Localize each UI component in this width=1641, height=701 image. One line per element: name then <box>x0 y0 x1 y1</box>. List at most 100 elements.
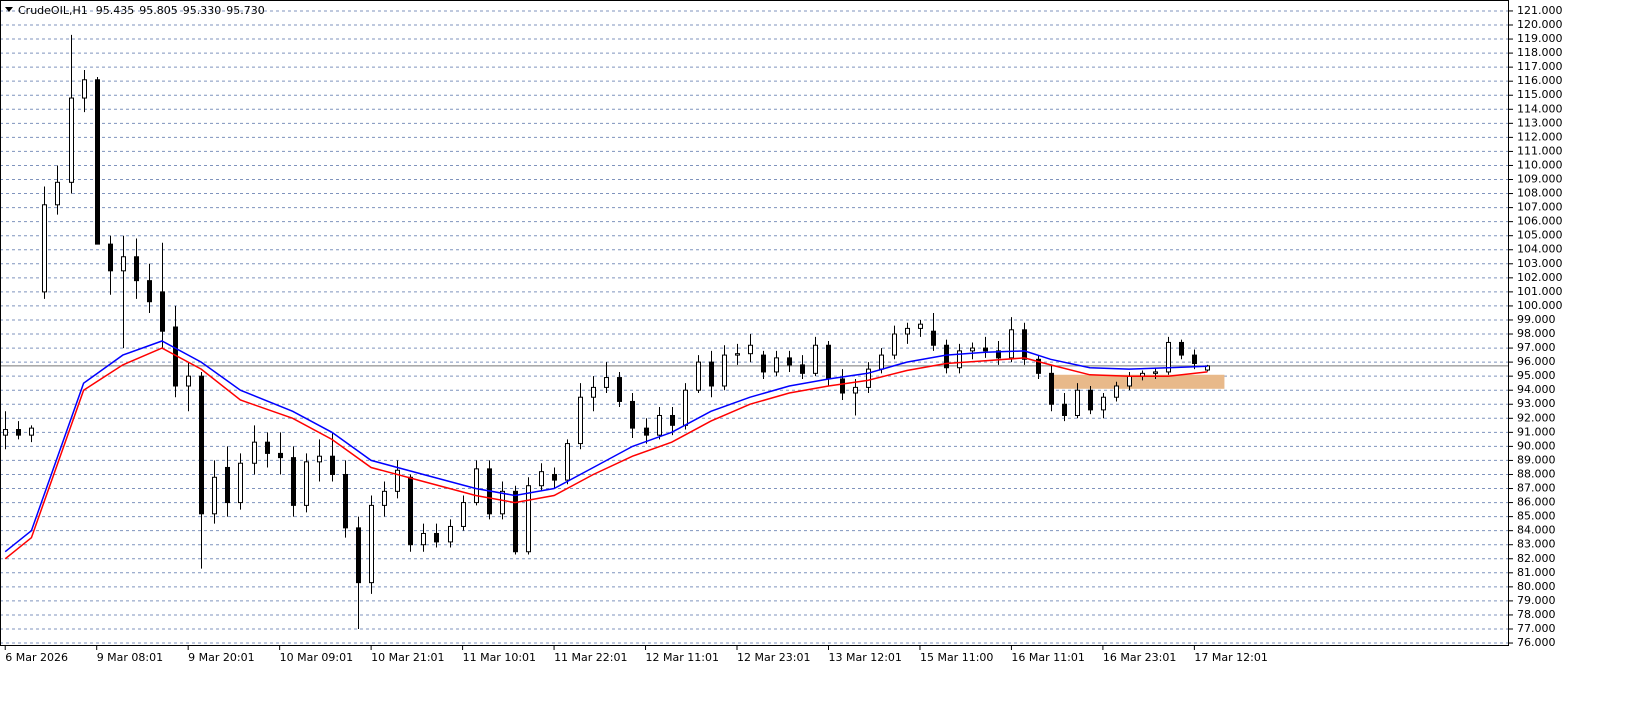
x-tick-label: 15 Mar 11:00 <box>920 651 993 664</box>
candle-body <box>1062 403 1067 416</box>
candle-body <box>317 455 322 463</box>
x-tick-label: 16 Mar 11:01 <box>1011 651 1084 664</box>
x-tick-label: 11 Mar 10:01 <box>463 651 536 664</box>
x-tick-label: 17 Mar 12:01 <box>1194 651 1267 664</box>
x-tick-label: 9 Mar 20:01 <box>188 651 254 664</box>
candle-body <box>199 375 204 515</box>
candle-body <box>630 400 635 429</box>
candle-body <box>696 361 701 391</box>
y-tick-label: 80.000 <box>1517 580 1556 593</box>
y-tick-label: 86.000 <box>1517 496 1556 509</box>
candle-body <box>343 473 348 529</box>
y-tick-label: 101.000 <box>1517 285 1563 298</box>
candle-body <box>369 504 374 584</box>
y-tick-label: 118.000 <box>1517 46 1563 59</box>
candle-body <box>278 452 283 459</box>
candle-body <box>604 377 609 388</box>
y-tick-label: 114.000 <box>1517 102 1563 115</box>
candle-body <box>787 357 792 366</box>
y-tick-label: 110.000 <box>1517 158 1563 171</box>
low-value: 95.330 <box>183 4 222 17</box>
candle-body <box>474 468 479 504</box>
candle-body <box>866 368 871 388</box>
y-tick-label: 83.000 <box>1517 538 1556 551</box>
candle-body <box>670 414 675 426</box>
candle-body <box>461 502 466 527</box>
candle-body <box>644 427 649 436</box>
candle-body <box>356 527 361 584</box>
y-tick-label: 85.000 <box>1517 510 1556 523</box>
candle-body <box>931 330 936 346</box>
candle-body <box>395 469 400 492</box>
y-tick-label: 117.000 <box>1517 60 1563 73</box>
candle-body <box>55 181 60 206</box>
candle-body <box>291 457 296 506</box>
candle-body <box>1166 341 1171 373</box>
candle-body <box>526 485 531 553</box>
candle-body <box>722 354 727 387</box>
moving-average <box>4 347 1208 560</box>
candle-body <box>552 473 557 481</box>
y-tick-label: 82.000 <box>1517 552 1556 565</box>
y-tick-label: 92.000 <box>1517 411 1556 424</box>
y-tick-label: 91.000 <box>1517 425 1556 438</box>
moving-average <box>4 340 1208 553</box>
candle-body <box>252 441 257 464</box>
candle-body <box>813 344 818 374</box>
candle-body <box>1036 358 1041 374</box>
candle-body <box>513 490 518 553</box>
candle-body <box>996 350 1001 359</box>
candle-body <box>304 461 309 506</box>
menu-arrow <box>5 7 13 12</box>
candle-body <box>265 441 270 454</box>
candle-body <box>748 344 753 355</box>
candle-body <box>1205 365 1210 371</box>
y-tick-label: 103.000 <box>1517 257 1563 270</box>
y-tick-label: 78.000 <box>1517 608 1556 621</box>
candle-body <box>3 429 8 436</box>
chart-header: CrudeOIL,H1 95.435 95.805 95.330 95.730 <box>18 4 265 17</box>
candle-body <box>774 357 779 373</box>
candle-body <box>147 280 152 303</box>
y-tick-label: 79.000 <box>1517 594 1556 607</box>
zone <box>1050 374 1225 389</box>
y-tick-label: 76.000 <box>1517 636 1556 649</box>
candle-body <box>1088 389 1093 411</box>
y-tick-label: 93.000 <box>1517 397 1556 410</box>
candle-body <box>826 344 831 380</box>
candle-body <box>434 532 439 543</box>
candle-body <box>382 490 387 506</box>
y-tick-label: 112.000 <box>1517 130 1563 143</box>
candle-body <box>95 79 100 245</box>
y-tick-label: 97.000 <box>1517 341 1556 354</box>
y-tick-label: 113.000 <box>1517 116 1563 129</box>
candle-body <box>500 490 505 515</box>
candle-body <box>800 364 805 374</box>
candle-body <box>970 347 975 352</box>
x-tick-label: 12 Mar 11:01 <box>646 651 719 664</box>
candle-body <box>42 204 47 293</box>
candle-body <box>578 396 583 445</box>
high-value: 95.805 <box>139 4 178 17</box>
open-value: 95.435 <box>96 4 135 17</box>
candle-body <box>1114 385 1119 398</box>
x-tick-label: 11 Mar 22:01 <box>554 651 627 664</box>
plot-border <box>0 0 1509 646</box>
candle-body <box>421 532 426 546</box>
y-tick-label: 121.000 <box>1517 4 1563 17</box>
candle-body <box>957 350 962 369</box>
candle-body <box>212 476 217 515</box>
x-tick-label: 16 Mar 23:01 <box>1103 651 1176 664</box>
y-tick-label: 100.000 <box>1517 299 1563 312</box>
candle-body <box>16 429 21 436</box>
y-tick-label: 109.000 <box>1517 173 1563 186</box>
candle-body <box>160 291 165 332</box>
candle-body <box>238 462 243 504</box>
candle-body <box>879 354 884 370</box>
candle-body <box>944 344 949 369</box>
candle-body <box>1049 372 1054 405</box>
y-tick-label: 115.000 <box>1517 88 1563 101</box>
candle-body <box>905 327 910 335</box>
candle-body <box>330 455 335 475</box>
